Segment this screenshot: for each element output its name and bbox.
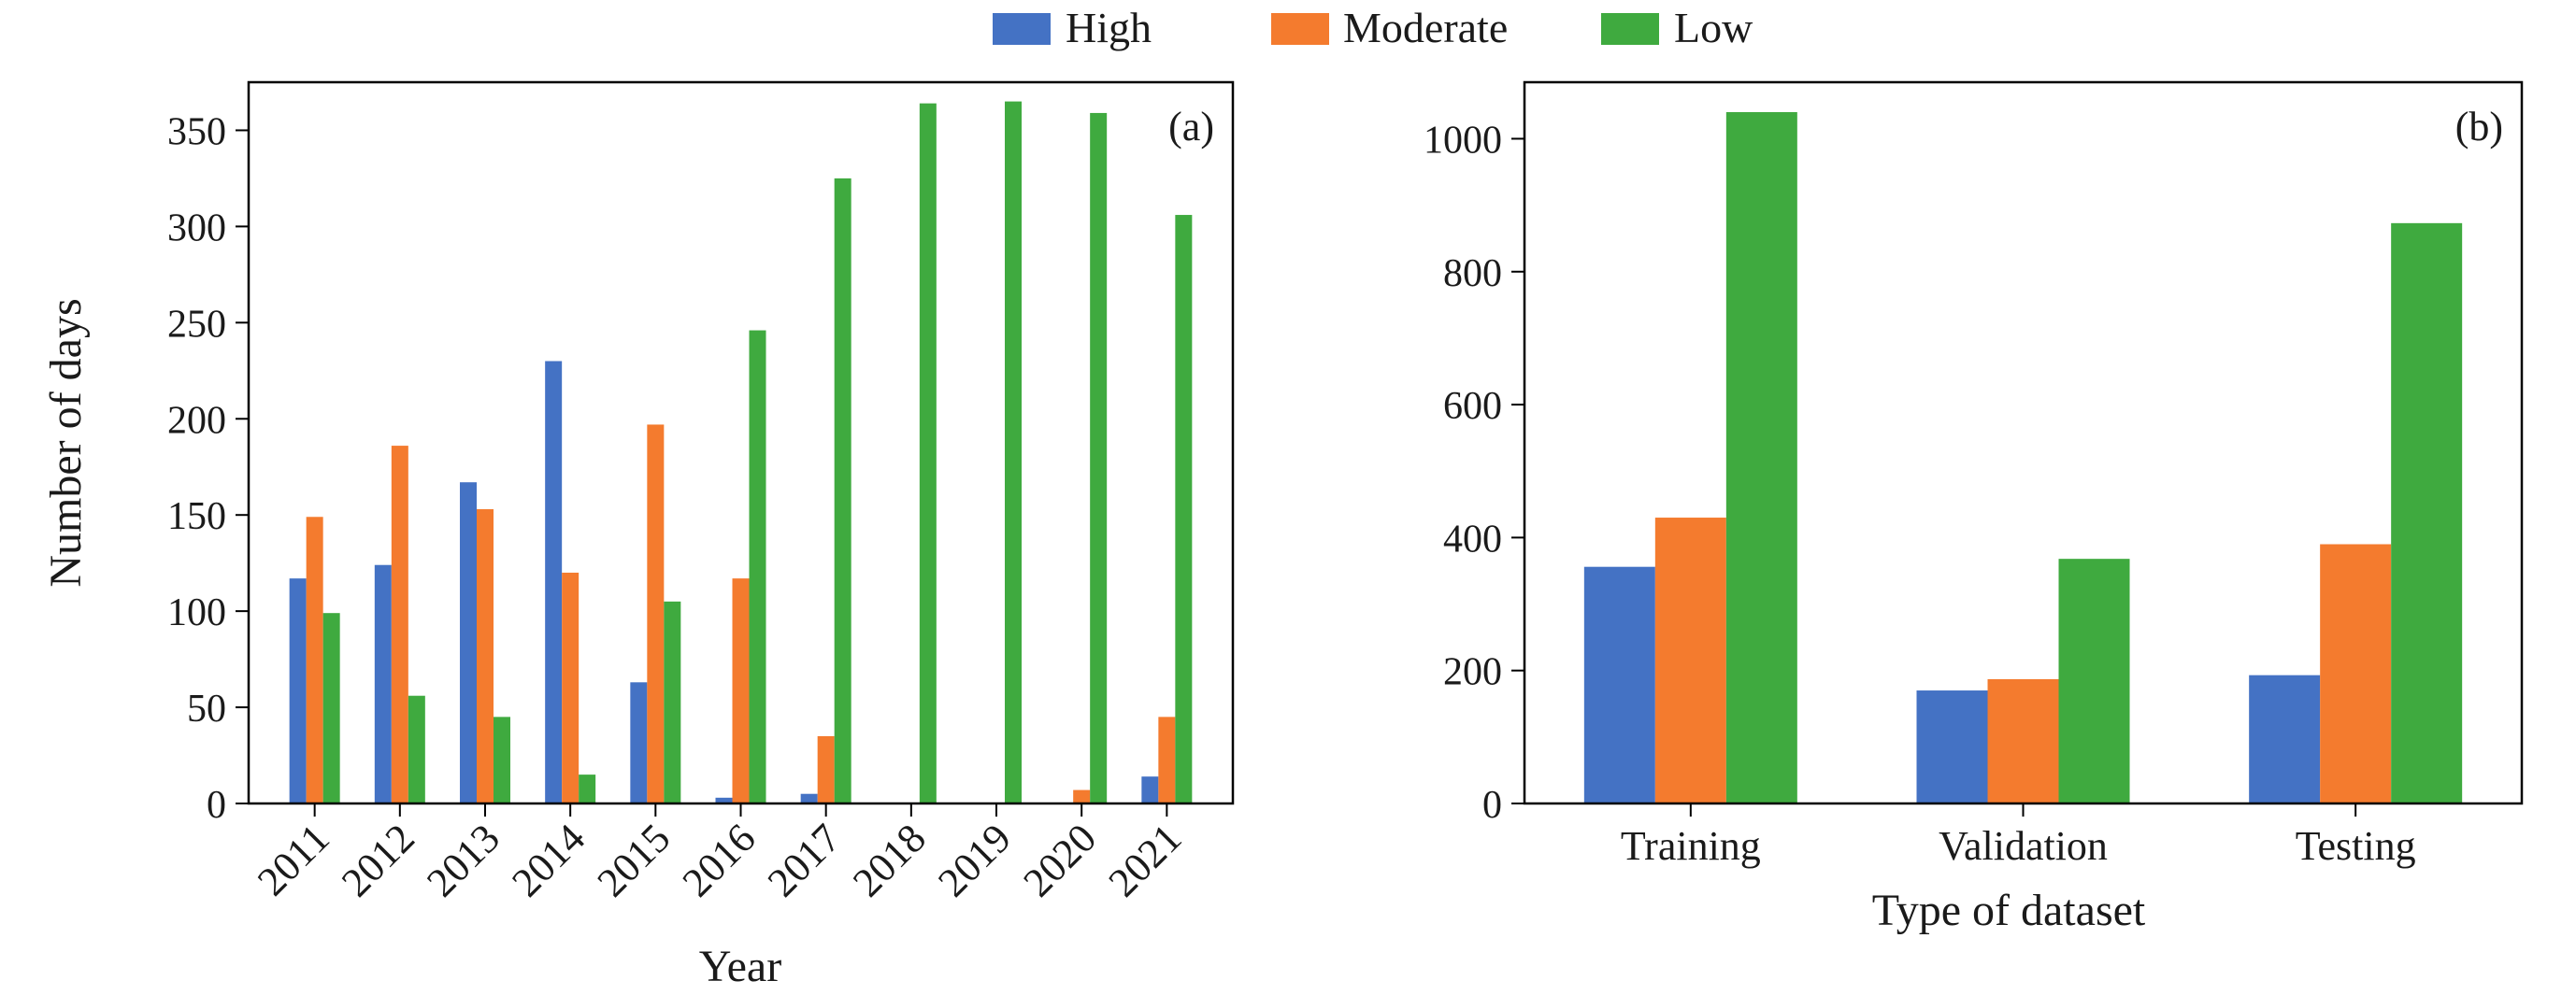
bar-moderate-2012 — [391, 446, 408, 803]
x-axis-label: Year — [699, 942, 781, 991]
panel-label: (b) — [2455, 104, 2503, 149]
x-tick-label: Training — [1621, 823, 1761, 869]
bar-moderate-2017 — [817, 735, 835, 803]
y-tick-label: 400 — [1443, 518, 1502, 561]
bar-low-training — [1725, 112, 1797, 803]
y-axis-label: Number of days — [41, 298, 91, 587]
bar-moderate-2014 — [562, 572, 580, 803]
bar-low-2016 — [749, 330, 766, 803]
bar-moderate-2016 — [732, 578, 750, 803]
legend-label-moderate: Moderate — [1343, 4, 1508, 51]
bar-moderate-2013 — [476, 509, 494, 803]
y-tick-label: 600 — [1443, 385, 1502, 428]
bar-low-2018 — [919, 103, 937, 804]
legend-swatch-low — [1601, 13, 1659, 45]
bar-high-testing — [2249, 675, 2321, 803]
plot-frame — [247, 80, 1235, 805]
bar-moderate-2015 — [647, 424, 665, 803]
bar-high-2011 — [289, 578, 307, 803]
bar-high-2014 — [545, 361, 563, 803]
y-tick-label: 100 — [167, 591, 226, 634]
bar-low-2011 — [322, 613, 340, 803]
bar-moderate-2020 — [1073, 789, 1091, 803]
bar-low-2021 — [1175, 215, 1193, 804]
bar-low-2013 — [493, 717, 510, 803]
legend-swatch-high — [993, 13, 1051, 45]
bar-moderate-training — [1654, 518, 1726, 803]
y-tick-label: 1000 — [1424, 119, 1502, 162]
bar-high-2016 — [715, 797, 733, 803]
legend: High Moderate Low — [993, 4, 1753, 51]
panel-b: 0 200 400 600 800 1000 Training Validation Testi… — [1424, 80, 2524, 935]
legend-label-high: High — [1066, 4, 1152, 51]
legend-swatch-moderate — [1271, 13, 1329, 45]
bar-moderate-testing — [2320, 544, 2392, 803]
plot-frame — [1523, 80, 2524, 805]
bar-low-2015 — [664, 601, 681, 803]
bar-high-2015 — [630, 682, 648, 803]
panel-label: (a) — [1168, 104, 1214, 149]
y-tick-label: 300 — [167, 206, 226, 249]
bar-high-2017 — [800, 793, 818, 803]
y-tick-label: 0 — [1482, 784, 1502, 827]
bar-low-2019 — [1005, 101, 1023, 803]
bar-high-validation — [1916, 690, 1988, 803]
bar-moderate-2021 — [1158, 717, 1176, 803]
bar-low-2012 — [408, 695, 425, 803]
y-tick-label: 250 — [167, 303, 226, 346]
y-tick-label: 0 — [207, 784, 226, 827]
y-tick-label: 200 — [167, 399, 226, 442]
bar-low-2020 — [1090, 112, 1108, 804]
bar-moderate-2011 — [306, 517, 323, 803]
bar-low-2014 — [579, 775, 596, 803]
y-tick-label: 200 — [1443, 651, 1502, 694]
y-tick-label: 800 — [1443, 252, 1502, 295]
bar-high-2021 — [1141, 776, 1159, 803]
bar-low-validation — [2058, 559, 2130, 803]
y-tick-label: 350 — [167, 110, 226, 153]
x-tick-label: Testing — [2296, 823, 2416, 869]
y-tick-label: 50 — [187, 688, 226, 731]
bar-high-2012 — [374, 564, 392, 803]
bar-low-2017 — [834, 178, 852, 803]
bar-high-2013 — [459, 482, 477, 803]
bar-low-testing — [2391, 222, 2463, 803]
y-tick-label: 150 — [167, 495, 226, 538]
bar-moderate-validation — [1987, 678, 2059, 803]
bar-high-training — [1583, 566, 1655, 803]
x-tick-label: Validation — [1939, 823, 2108, 869]
x-axis-label: Type of dataset — [1872, 886, 2146, 935]
legend-label-low: Low — [1674, 4, 1753, 51]
